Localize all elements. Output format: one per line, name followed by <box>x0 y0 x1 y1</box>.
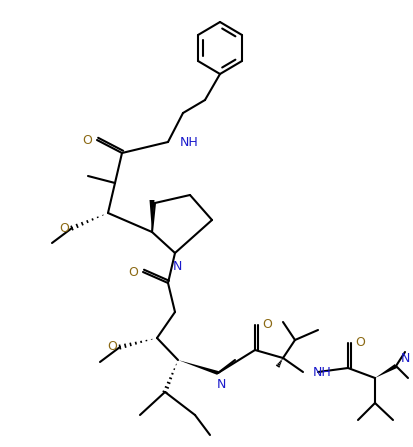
Text: N: N <box>216 379 225 392</box>
Text: N: N <box>172 260 182 273</box>
Text: O: O <box>262 319 272 332</box>
Text: N: N <box>401 351 411 364</box>
Polygon shape <box>150 200 154 232</box>
Polygon shape <box>178 360 218 375</box>
Text: O: O <box>355 337 365 350</box>
Text: O: O <box>59 222 69 235</box>
Text: NH: NH <box>180 136 199 149</box>
Text: O: O <box>107 341 117 354</box>
Text: O: O <box>82 134 92 147</box>
Text: NH: NH <box>313 366 332 379</box>
Polygon shape <box>375 364 397 378</box>
Text: O: O <box>128 266 138 278</box>
